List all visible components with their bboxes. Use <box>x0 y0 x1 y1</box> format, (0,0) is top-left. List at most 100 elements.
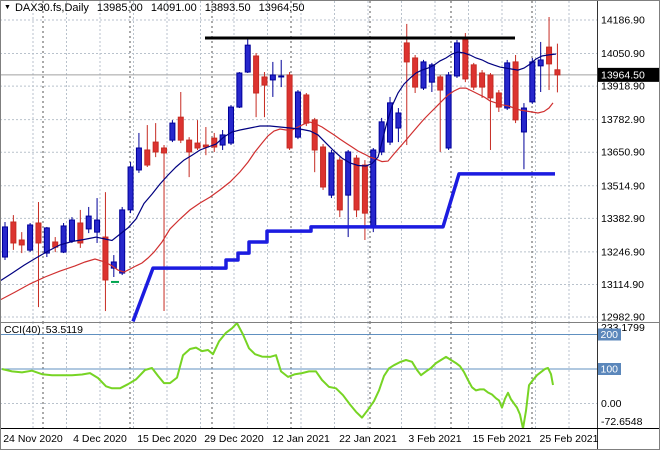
candle-body <box>294 91 301 138</box>
candle-up <box>135 132 142 173</box>
candle-up <box>529 57 536 104</box>
candle-down <box>437 74 444 152</box>
candle-body <box>353 157 360 211</box>
candle-body <box>428 64 435 83</box>
candle-up <box>378 117 385 156</box>
candle-body <box>60 225 67 253</box>
candle-up <box>244 36 251 74</box>
candle-up <box>60 222 67 254</box>
candle-body <box>77 222 84 244</box>
symbol-timeframe-label: DAX30.fs,Daily <box>14 2 89 14</box>
candle-body <box>244 44 251 73</box>
cci-value: 53.5119 <box>45 324 83 336</box>
candle-up <box>445 72 452 150</box>
candle-body <box>211 137 218 148</box>
candle-body <box>10 221 17 244</box>
candle-down <box>177 92 184 144</box>
candle-body <box>345 151 352 196</box>
candle-down <box>144 125 151 167</box>
candle-down <box>161 145 168 312</box>
date-label: 24 Nov 2020 <box>3 433 63 445</box>
cci-curve <box>1 323 554 428</box>
candle-body <box>202 144 209 148</box>
candle-body <box>445 74 452 149</box>
candle-down <box>554 43 561 93</box>
candle-body <box>336 159 343 211</box>
candle-down <box>462 33 469 83</box>
candle-up <box>420 59 427 91</box>
candle-up <box>345 149 352 238</box>
candle-up <box>278 59 285 88</box>
candle-body <box>144 149 151 166</box>
price-tick-label: 13650.90 <box>601 147 645 159</box>
cci-level-box-100 <box>598 363 621 375</box>
candle-body <box>127 166 134 211</box>
date-label: 22 Jan 2021 <box>339 433 397 445</box>
candle-body <box>395 112 402 129</box>
symbol-dropdown-icon[interactable]: ▼ <box>4 4 11 11</box>
price-tick-label: 13782.90 <box>601 114 645 126</box>
candle-down <box>487 73 494 150</box>
candle-down <box>320 144 327 190</box>
candle-body <box>320 146 327 188</box>
candle-body <box>177 116 184 141</box>
current-price-label: 13964.50 <box>601 69 645 81</box>
price-tick-label: 13382.90 <box>601 213 645 225</box>
chart-title-bar: ▼ DAX30.fs,Daily 13985.00 14091.00 13893.50 1… <box>4 2 304 14</box>
candle-up <box>27 222 34 253</box>
cci-level-box-200 <box>598 328 621 341</box>
candle-body <box>453 42 460 77</box>
candle-body <box>420 61 427 89</box>
candle-body <box>554 69 561 76</box>
candle-body <box>94 219 101 233</box>
candle-body <box>152 141 159 153</box>
candle-body <box>278 75 285 78</box>
price-tick-label: 14050.90 <box>601 48 645 60</box>
candle-up <box>520 103 527 170</box>
cci-min-label: -72.6548 <box>601 416 643 428</box>
candle-down <box>211 132 218 152</box>
cci-level-label-100: 100 <box>601 364 619 376</box>
candle-down <box>202 127 209 156</box>
candle-body <box>537 59 544 67</box>
cci-pane[interactable] <box>0 322 597 429</box>
candle-up <box>537 41 544 93</box>
candle-body <box>504 62 511 109</box>
current-price-box <box>598 67 659 82</box>
candle-up <box>387 96 394 146</box>
candle-body <box>102 236 109 281</box>
candle-body <box>378 121 385 153</box>
cci-zero-label: 0.00 <box>601 398 622 410</box>
candle-body <box>403 42 410 63</box>
date-label: 25 Feb 2021 <box>540 433 599 445</box>
candle-body <box>169 122 176 141</box>
price-axis[interactable] <box>598 0 660 428</box>
candle-up <box>68 217 75 243</box>
candle-down <box>495 90 502 112</box>
candle-body <box>303 94 310 124</box>
candle-down <box>479 70 486 98</box>
candle-down <box>77 209 84 248</box>
candle-down <box>470 62 477 91</box>
candle-body <box>194 142 201 149</box>
candle-up <box>85 206 92 234</box>
date-label: 15 Dec 2020 <box>137 433 197 445</box>
candle-up <box>169 120 176 143</box>
cci-level-label-200: 200 <box>601 329 619 341</box>
price-tick-label: 13114.90 <box>601 279 644 291</box>
open-value: 13985.00 <box>96 2 143 14</box>
price-pane[interactable] <box>0 1 597 322</box>
candle-body <box>512 61 519 121</box>
candle-body <box>43 227 50 254</box>
date-label: 12 Jan 2021 <box>272 433 330 445</box>
cci-indicator-label: CCI(40) 53.5119 <box>4 324 83 336</box>
candle-body <box>27 224 34 251</box>
candle-body <box>261 76 268 86</box>
candle-up <box>2 222 8 260</box>
candle-down <box>286 72 293 150</box>
candle-body <box>462 39 469 80</box>
time-axis[interactable] <box>0 429 660 450</box>
candle-down <box>303 92 310 127</box>
